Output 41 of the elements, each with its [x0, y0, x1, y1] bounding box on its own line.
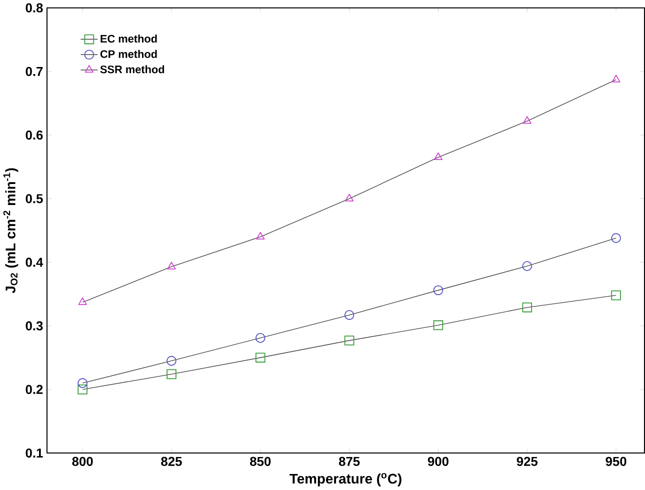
- point: [256, 232, 265, 240]
- y-tick-label: 0.8: [26, 3, 43, 13]
- point: [166, 369, 176, 380]
- y-tick-label: 0.2: [26, 385, 43, 394]
- point: [344, 194, 354, 202]
- x-tick-label: 800: [72, 457, 93, 466]
- point: [255, 352, 266, 363]
- legend-label: CP method: [100, 50, 157, 58]
- point: [166, 356, 176, 366]
- point: [255, 333, 266, 344]
- x-tick-label: 825: [161, 457, 182, 466]
- point: [167, 262, 176, 270]
- x-axis-title: Temperature ($^{o}$C): [290, 473, 402, 487]
- point: [522, 116, 532, 124]
- y-tick-label: 0.6: [26, 130, 43, 140]
- y-tick-label: 0.3: [26, 321, 43, 331]
- point: [611, 233, 621, 244]
- x-tick-label: 900: [428, 457, 448, 466]
- legend-label: EC method: [100, 34, 157, 43]
- y-axis-title: J$_{O2}$ (mL cm$^{-2}$ min$^{-1}$): [3, 168, 18, 294]
- point: [433, 320, 444, 330]
- x-tick-label: 950: [606, 457, 626, 466]
- point: [344, 310, 354, 320]
- y-tick-label: 0.5: [26, 194, 43, 204]
- point: [612, 74, 620, 83]
- legend-label: SSR method: [100, 65, 164, 74]
- point: [433, 285, 444, 296]
- point: [434, 152, 443, 160]
- point: [522, 302, 532, 312]
- point: [78, 378, 88, 388]
- y-tick-label: 0.1: [26, 448, 43, 458]
- point: [611, 290, 621, 300]
- x-tick-label: 925: [516, 457, 538, 466]
- point: [522, 261, 532, 272]
- y-tick-label: 0.4: [26, 258, 44, 267]
- point: [344, 336, 354, 346]
- y-tick-label: 0.7: [26, 67, 43, 76]
- x-tick-label: 875: [338, 457, 360, 466]
- point: [78, 384, 88, 395]
- point: [78, 298, 87, 306]
- x-tick-label: 850: [250, 457, 271, 466]
